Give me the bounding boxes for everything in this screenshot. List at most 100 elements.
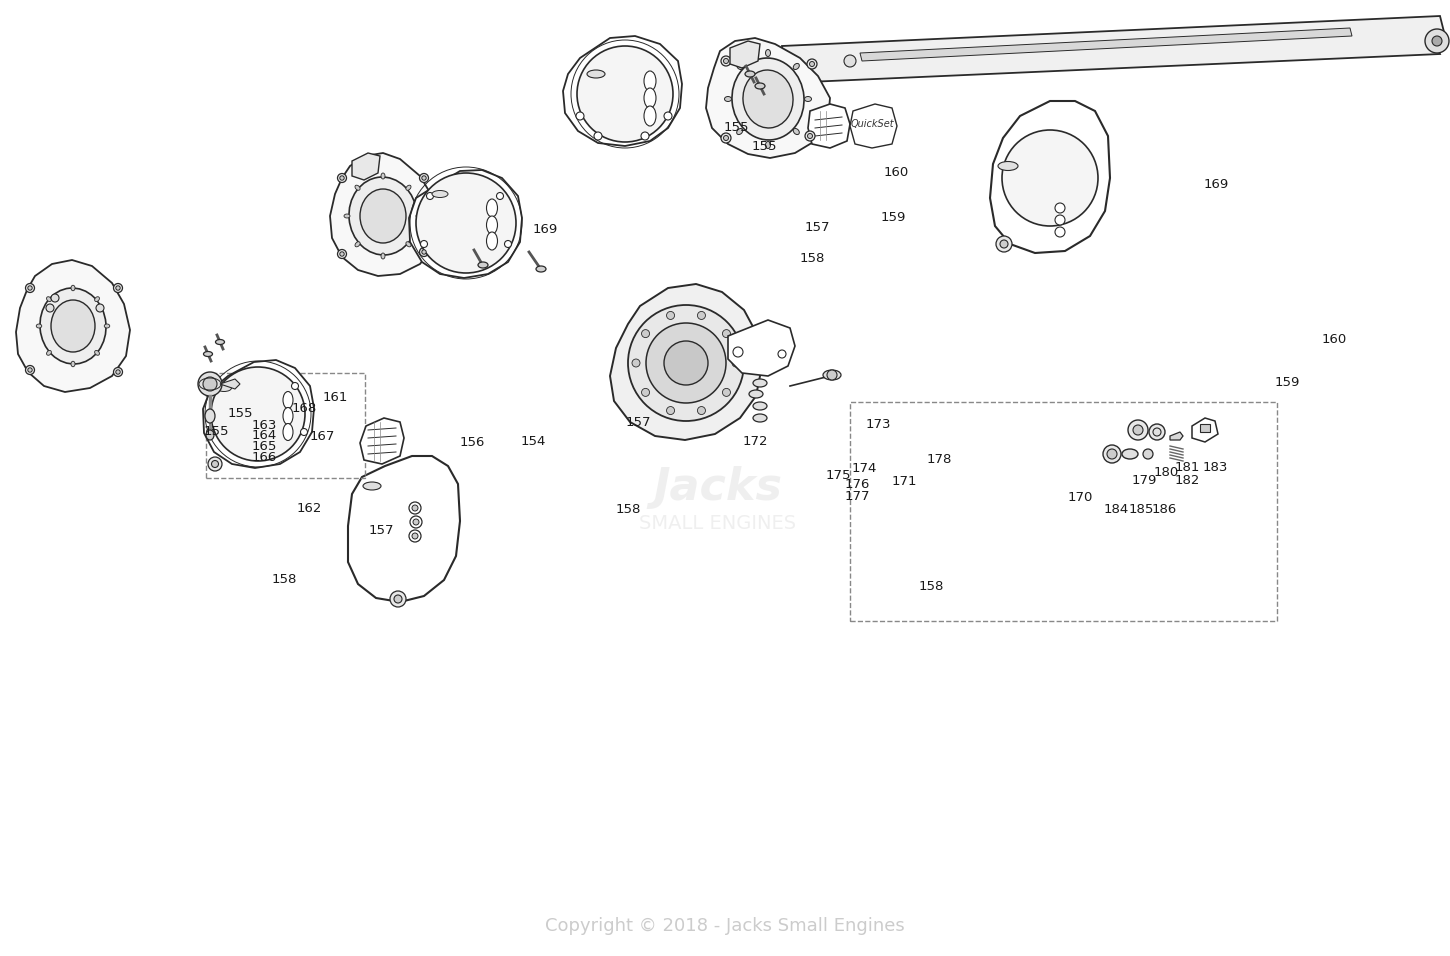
Circle shape [409,530,420,542]
Ellipse shape [204,409,215,423]
Ellipse shape [46,296,51,301]
Circle shape [413,519,419,525]
Circle shape [207,457,222,471]
Circle shape [1000,240,1008,248]
Ellipse shape [362,482,381,490]
Polygon shape [728,320,795,376]
Circle shape [113,284,122,293]
Circle shape [632,359,639,367]
Ellipse shape [487,232,497,250]
Text: 186: 186 [1151,503,1177,516]
Circle shape [1425,29,1449,53]
Text: 155: 155 [724,120,750,134]
Ellipse shape [750,390,763,398]
Text: 158: 158 [799,251,825,265]
Polygon shape [360,418,405,464]
Text: 175: 175 [825,468,851,482]
Text: 158: 158 [271,573,297,586]
Polygon shape [850,104,898,148]
Circle shape [420,241,428,248]
Text: 178: 178 [927,453,953,467]
Text: SMALL ENGINES: SMALL ENGINES [639,514,796,533]
Circle shape [576,112,584,120]
Circle shape [808,59,816,69]
Circle shape [734,347,742,357]
Ellipse shape [283,424,293,441]
Circle shape [779,350,786,358]
Circle shape [51,294,59,302]
Polygon shape [1170,432,1183,440]
Ellipse shape [805,97,812,101]
Text: 158: 158 [615,503,641,516]
Ellipse shape [355,185,360,190]
Ellipse shape [344,214,349,218]
Text: 170: 170 [1067,490,1093,504]
Ellipse shape [71,361,75,367]
Ellipse shape [753,402,767,410]
Polygon shape [860,28,1351,61]
Text: 183: 183 [1202,461,1228,474]
Circle shape [394,595,402,603]
Text: 159: 159 [880,210,906,224]
Polygon shape [563,36,682,146]
Circle shape [505,241,512,248]
Circle shape [28,286,32,291]
Ellipse shape [71,285,75,291]
Circle shape [732,359,740,367]
Polygon shape [1192,418,1218,442]
Text: 162: 162 [296,502,322,515]
Circle shape [410,516,422,528]
Circle shape [338,173,347,183]
Ellipse shape [360,189,406,243]
Circle shape [667,406,674,415]
Ellipse shape [644,71,655,91]
Text: 156: 156 [460,436,486,449]
Circle shape [1433,36,1441,46]
Circle shape [203,377,218,391]
Circle shape [724,136,728,141]
Polygon shape [782,16,1446,83]
Text: 182: 182 [1174,474,1201,488]
Ellipse shape [587,70,605,78]
Text: 157: 157 [625,416,651,429]
Circle shape [664,341,708,385]
Circle shape [46,304,54,312]
Ellipse shape [644,106,655,126]
Circle shape [664,112,671,120]
Circle shape [422,176,426,180]
Ellipse shape [206,430,215,440]
Polygon shape [729,41,760,68]
Text: 155: 155 [203,424,229,438]
Ellipse shape [36,324,42,328]
Ellipse shape [416,214,422,218]
Circle shape [641,132,650,140]
Text: 165: 165 [251,440,277,453]
Circle shape [1106,449,1116,459]
Text: 160: 160 [883,165,909,179]
Polygon shape [808,104,850,148]
Circle shape [116,370,120,374]
Ellipse shape [766,141,770,148]
Circle shape [808,134,812,139]
Circle shape [291,382,299,389]
Circle shape [419,173,429,183]
Ellipse shape [432,190,448,198]
Ellipse shape [1143,449,1153,459]
Ellipse shape [737,128,742,135]
Circle shape [809,61,815,67]
Circle shape [26,365,35,375]
Text: 166: 166 [251,451,277,465]
Circle shape [26,284,35,293]
Circle shape [28,368,32,372]
Text: 180: 180 [1153,466,1179,479]
Ellipse shape [766,50,770,56]
Circle shape [212,461,219,467]
Text: 168: 168 [291,402,318,415]
Ellipse shape [824,370,841,380]
Polygon shape [331,153,438,276]
Ellipse shape [381,173,386,179]
Text: 179: 179 [1131,474,1157,488]
Ellipse shape [742,70,793,128]
Ellipse shape [406,185,410,190]
Bar [206,373,365,478]
